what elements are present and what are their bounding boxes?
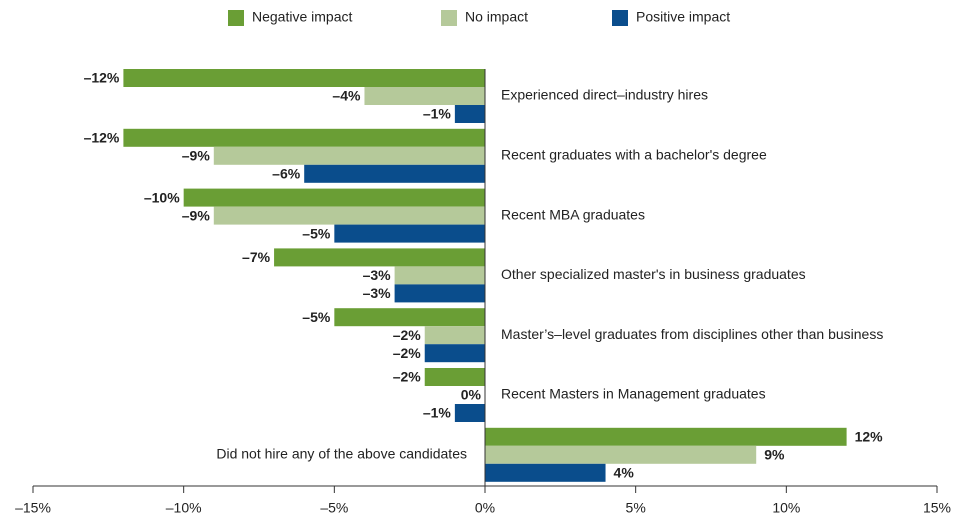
legend-swatch — [612, 10, 628, 26]
value-label: –12% — [84, 130, 120, 146]
value-label: –2% — [393, 369, 422, 385]
legend-swatch — [228, 10, 244, 26]
bar — [485, 463, 606, 482]
x-tick-label: –10% — [166, 500, 202, 516]
value-label: –2% — [393, 327, 422, 343]
bar — [424, 368, 485, 386]
category-label: Did not hire any of the above candidates — [216, 446, 467, 462]
x-tick-label: 0% — [475, 500, 495, 516]
category-label: Other specialized master's in business g… — [501, 266, 806, 282]
bar — [304, 164, 485, 183]
value-label: –5% — [302, 225, 331, 241]
bar — [424, 344, 485, 363]
bar — [485, 427, 847, 446]
value-label: –1% — [423, 106, 452, 122]
bar — [213, 146, 486, 165]
value-label: –6% — [272, 166, 301, 182]
bar — [334, 308, 485, 327]
x-tick-label: 15% — [923, 500, 951, 516]
value-label: –3% — [363, 267, 392, 283]
category-label: Experienced direct–industry hires — [501, 87, 708, 103]
value-label: 0% — [461, 387, 482, 403]
value-label: 12% — [855, 429, 884, 445]
x-tick-label: –15% — [15, 500, 51, 516]
bar — [454, 404, 485, 422]
bar — [213, 206, 486, 225]
bar — [394, 284, 485, 303]
bar — [334, 224, 485, 243]
legend-label: Positive impact — [636, 9, 730, 25]
bar — [123, 128, 486, 147]
bar — [485, 445, 757, 464]
category-label: Master’s–level graduates from discipline… — [501, 326, 883, 342]
legend-swatch — [441, 10, 457, 26]
value-label: –7% — [242, 249, 271, 265]
x-tick-label: 10% — [772, 500, 800, 516]
bar — [274, 248, 485, 267]
category-label: Recent MBA graduates — [501, 206, 645, 222]
value-label: –9% — [182, 207, 211, 223]
legend-label: No impact — [465, 9, 528, 25]
category-label: Recent Masters in Management graduates — [501, 386, 766, 402]
value-label: 9% — [764, 447, 785, 463]
value-label: –4% — [332, 88, 361, 104]
value-label: –3% — [363, 285, 392, 301]
value-label: 4% — [614, 465, 635, 481]
value-label: –5% — [302, 309, 331, 325]
value-label: –2% — [393, 345, 422, 361]
category-label: Recent graduates with a bachelor's degre… — [501, 147, 767, 163]
bar — [183, 188, 485, 207]
value-label: –10% — [144, 189, 180, 205]
legend-label: Negative impact — [252, 9, 352, 25]
x-tick-label: –5% — [320, 500, 348, 516]
bar — [123, 69, 486, 87]
x-tick-label: 5% — [626, 500, 646, 516]
bar — [454, 105, 485, 123]
bar — [424, 326, 485, 345]
value-label: –12% — [84, 70, 120, 86]
bar — [364, 87, 485, 105]
bar — [394, 266, 485, 285]
value-label: –1% — [423, 405, 452, 421]
value-label: –9% — [182, 148, 211, 164]
